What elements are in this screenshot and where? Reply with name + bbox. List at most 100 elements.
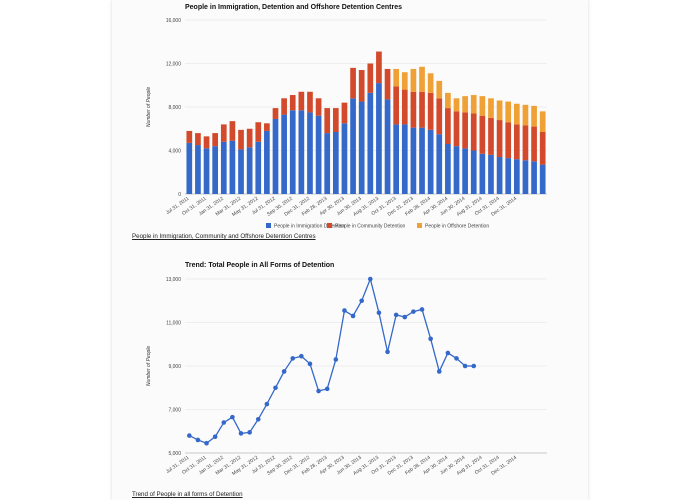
- legend-label-immigration: People in Immigration Detention: [274, 224, 345, 230]
- bar-segment-offshore: [522, 104, 529, 126]
- bar-segment-community: [255, 122, 262, 142]
- bar-segment-immigration: [531, 161, 537, 194]
- trend-point: [187, 433, 192, 438]
- bar-segment-offshore: [445, 92, 451, 109]
- bar-y-tick-label: 12,000: [166, 61, 182, 67]
- trend-point: [393, 312, 399, 318]
- trend-point: [255, 416, 261, 422]
- bar-y-axis-label: Number of People: [146, 87, 152, 128]
- trend-point: [350, 313, 356, 319]
- bar-segment-community: [445, 108, 451, 144]
- bar-segment-immigration: [298, 110, 305, 194]
- bar-segment-community: [513, 124, 520, 160]
- line-chart-table-link[interactable]: Trend of People in all forms of Detentio…: [132, 491, 243, 498]
- bar-y-tick-label: 16,000: [166, 18, 182, 24]
- bar-y-tick-label: 0: [178, 192, 181, 198]
- trend-point: [342, 308, 347, 313]
- bar-segment-immigration: [419, 127, 425, 194]
- trend-point: [247, 430, 252, 435]
- trend-point: [428, 336, 433, 342]
- bar-segment-community: [505, 122, 512, 159]
- bar-segment-immigration: [341, 123, 348, 194]
- line-y-tick-label: 9,000: [168, 364, 181, 370]
- bar-segment-immigration: [539, 164, 546, 194]
- trend-point: [316, 388, 321, 394]
- bar-segment-community: [479, 115, 486, 154]
- bar-segment-community: [332, 108, 339, 133]
- bar-segment-community: [212, 133, 219, 147]
- line-y-axis-label: Number of People: [146, 346, 152, 387]
- bar-segment-community: [427, 92, 434, 130]
- bar-segment-immigration: [488, 154, 494, 194]
- bar-segment-community: [419, 91, 425, 128]
- trend-point: [462, 363, 468, 369]
- bar-segment-immigration: [315, 115, 322, 194]
- bar-segment-community: [453, 111, 460, 147]
- bar-segment-immigration: [350, 98, 356, 194]
- bar-segment-offshore: [453, 98, 460, 112]
- bar-segment-immigration: [264, 130, 270, 194]
- bar-segment-immigration: [289, 110, 296, 194]
- bar-segment-community: [488, 117, 494, 155]
- bar-segment-immigration: [513, 159, 520, 194]
- bar-segment-immigration: [453, 146, 460, 194]
- bar-segment-immigration: [496, 157, 503, 194]
- trend-point: [221, 420, 227, 425]
- bar-segment-immigration: [212, 146, 219, 194]
- bar-segment-community: [436, 98, 443, 135]
- bar-segment-community: [220, 124, 227, 142]
- bar-segment-immigration: [195, 145, 201, 194]
- bar-segment-offshore: [427, 73, 434, 93]
- legend-swatch-offshore: [417, 223, 422, 228]
- bar-segment-immigration: [203, 148, 210, 194]
- bar-segment-immigration: [522, 160, 529, 194]
- bar-segment-community: [462, 112, 468, 149]
- bar-segment-community: [298, 91, 305, 111]
- bar-segment-immigration: [436, 134, 443, 194]
- bar-segment-immigration: [246, 147, 253, 194]
- line-chart-title: Trend: Total People in All Forms of Dete…: [185, 262, 334, 269]
- trend-point: [454, 356, 459, 361]
- trend-point: [436, 369, 442, 374]
- line-y-tick-label: 5,000: [168, 451, 181, 457]
- page-frame: [112, 0, 588, 500]
- bar-segment-immigration: [186, 142, 193, 194]
- trend-point: [290, 356, 296, 361]
- legend-swatch-community: [327, 223, 332, 228]
- trend-point: [359, 298, 364, 304]
- bar-segment-community: [264, 123, 270, 131]
- trend-point: [324, 386, 330, 392]
- bar-segment-offshore: [393, 68, 400, 87]
- bar-segment-offshore: [462, 96, 468, 113]
- trend-point: [333, 357, 339, 362]
- trend-point: [230, 414, 235, 420]
- trend-point: [471, 363, 477, 369]
- bar-segment-offshore: [470, 95, 477, 114]
- bar-segment-immigration: [367, 92, 374, 194]
- bar-segment-immigration: [393, 124, 400, 194]
- bar-segment-community: [384, 68, 391, 100]
- bar-segment-immigration: [427, 129, 434, 194]
- bar-segment-community: [195, 133, 201, 146]
- bar-segment-offshore: [496, 100, 503, 121]
- bar-segment-immigration: [401, 124, 408, 194]
- bar-segment-immigration: [332, 132, 339, 194]
- trend-point: [264, 401, 270, 407]
- bar-segment-community: [358, 70, 365, 102]
- bar-segment-community: [531, 126, 537, 162]
- bar-segment-immigration: [470, 150, 477, 194]
- bar-segment-immigration: [462, 148, 468, 194]
- bar-segment-offshore: [531, 105, 537, 127]
- trend-point: [238, 431, 244, 436]
- bar-segment-immigration: [238, 149, 244, 194]
- bar-y-tick-label: 4,000: [168, 148, 181, 154]
- bar-segment-immigration: [307, 112, 313, 194]
- bar-segment-community: [496, 120, 503, 158]
- trend-point: [204, 440, 209, 446]
- bar-segment-offshore: [419, 66, 425, 92]
- bar-chart-table-link[interactable]: People in Immigration, Community and Off…: [132, 233, 316, 240]
- bar-segment-immigration: [479, 153, 486, 194]
- bar-segment-community: [539, 132, 546, 165]
- trend-point: [402, 314, 408, 320]
- line-y-tick-label: 13,000: [166, 277, 182, 283]
